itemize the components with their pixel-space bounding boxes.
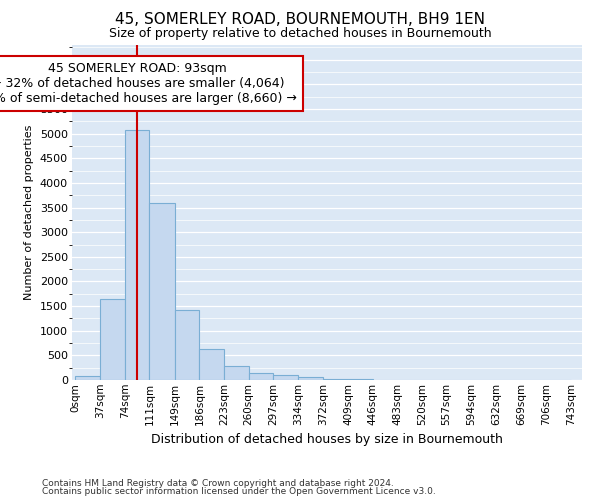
Text: 45 SOMERLEY ROAD: 93sqm
← 32% of detached houses are smaller (4,064)
67% of semi: 45 SOMERLEY ROAD: 93sqm ← 32% of detache… <box>0 62 297 105</box>
X-axis label: Distribution of detached houses by size in Bournemouth: Distribution of detached houses by size … <box>151 433 503 446</box>
Text: 45, SOMERLEY ROAD, BOURNEMOUTH, BH9 1EN: 45, SOMERLEY ROAD, BOURNEMOUTH, BH9 1EN <box>115 12 485 28</box>
Text: Size of property relative to detached houses in Bournemouth: Size of property relative to detached ho… <box>109 28 491 40</box>
Y-axis label: Number of detached properties: Number of detached properties <box>24 125 34 300</box>
Bar <box>76 376 100 380</box>
Bar <box>149 202 175 380</box>
Text: Contains public sector information licensed under the Open Government Licence v3: Contains public sector information licen… <box>42 487 436 496</box>
Bar <box>224 366 248 380</box>
Bar <box>199 350 224 380</box>
Bar <box>100 298 125 380</box>
Bar <box>248 372 274 380</box>
Bar <box>348 379 373 380</box>
Text: Contains HM Land Registry data © Crown copyright and database right 2024.: Contains HM Land Registry data © Crown c… <box>42 478 394 488</box>
Bar <box>125 130 149 380</box>
Bar <box>274 375 298 380</box>
Bar <box>298 377 323 380</box>
Bar <box>323 378 348 380</box>
Bar <box>175 310 199 380</box>
